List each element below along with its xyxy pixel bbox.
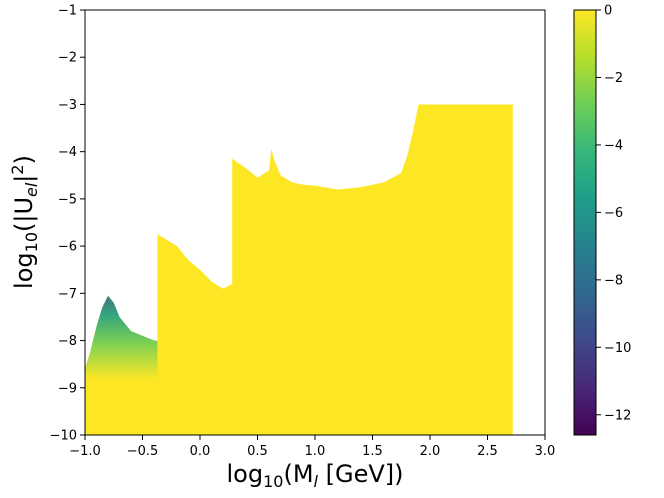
y-tick-label: −6 bbox=[58, 240, 77, 255]
allowed-region bbox=[85, 104, 513, 435]
colorbar-tick-label: −10 bbox=[604, 341, 631, 356]
y-axis-title: log10(|Uel|2) bbox=[8, 155, 41, 289]
y-tick-label: −8 bbox=[58, 334, 77, 349]
y-title-italic-sub: el bbox=[22, 182, 41, 197]
x-tick-label: 1.0 bbox=[305, 444, 326, 459]
x-tick-label: −0.5 bbox=[127, 444, 159, 459]
x-axis-title: log10(Ml [GeV]) bbox=[227, 460, 404, 491]
x-title-italic-sub: l bbox=[314, 472, 319, 491]
y-tick-label: −2 bbox=[58, 51, 77, 66]
colorbar-ticks: 0 −2 −4 −6 −8 −10 −12 bbox=[596, 4, 631, 423]
x-tick-label: 2.5 bbox=[477, 444, 498, 459]
colorbar-tick-label: −2 bbox=[604, 71, 623, 86]
colorbar-tick-label: −4 bbox=[604, 138, 623, 153]
y-tick-label: −10 bbox=[50, 429, 77, 444]
colorbar-tick-label: −12 bbox=[604, 408, 631, 423]
y-tick-label: −5 bbox=[58, 192, 77, 207]
x-tick-label: 1.5 bbox=[362, 444, 383, 459]
gradient-region bbox=[85, 295, 158, 435]
y-title-sub: 10 bbox=[22, 232, 41, 252]
y-title-tail: | bbox=[10, 175, 38, 183]
x-axis-ticks: −1.0 −0.5 0.0 0.5 1.0 1.5 2.0 2.5 3.0 bbox=[69, 435, 555, 459]
y-tick-label: −3 bbox=[58, 98, 77, 113]
y-tick-label: −9 bbox=[58, 381, 77, 396]
x-tick-label: 0.0 bbox=[190, 444, 211, 459]
colorbar-tick-label: 0 bbox=[604, 4, 612, 19]
heatmap-data bbox=[85, 104, 513, 435]
y-tick-label: −4 bbox=[58, 145, 77, 160]
colorbar-tick-label: −8 bbox=[604, 273, 623, 288]
x-tick-label: 2.0 bbox=[420, 444, 441, 459]
x-tick-label: 3.0 bbox=[535, 444, 556, 459]
colorbar bbox=[573, 9, 597, 436]
x-title-open: (M bbox=[283, 460, 313, 488]
y-title-close: ) bbox=[10, 155, 38, 164]
x-title-log: log bbox=[227, 460, 264, 488]
y-tick-label: −7 bbox=[58, 287, 77, 302]
y-title-sup: 2 bbox=[8, 164, 27, 174]
y-tick-label: −1 bbox=[58, 4, 77, 19]
x-tick-label: −1.0 bbox=[69, 444, 101, 459]
x-title-tail: [GeV]) bbox=[318, 460, 404, 488]
y-title-open: (|U bbox=[10, 197, 38, 232]
y-axis-ticks: −1 −2 −3 −4 −5 −6 −7 −8 −9 −10 bbox=[50, 4, 85, 444]
x-tick-label: 0.5 bbox=[247, 444, 268, 459]
x-title-sub: 10 bbox=[263, 472, 283, 491]
y-title-log: log bbox=[10, 252, 38, 289]
colorbar-tick-label: −6 bbox=[604, 206, 623, 221]
